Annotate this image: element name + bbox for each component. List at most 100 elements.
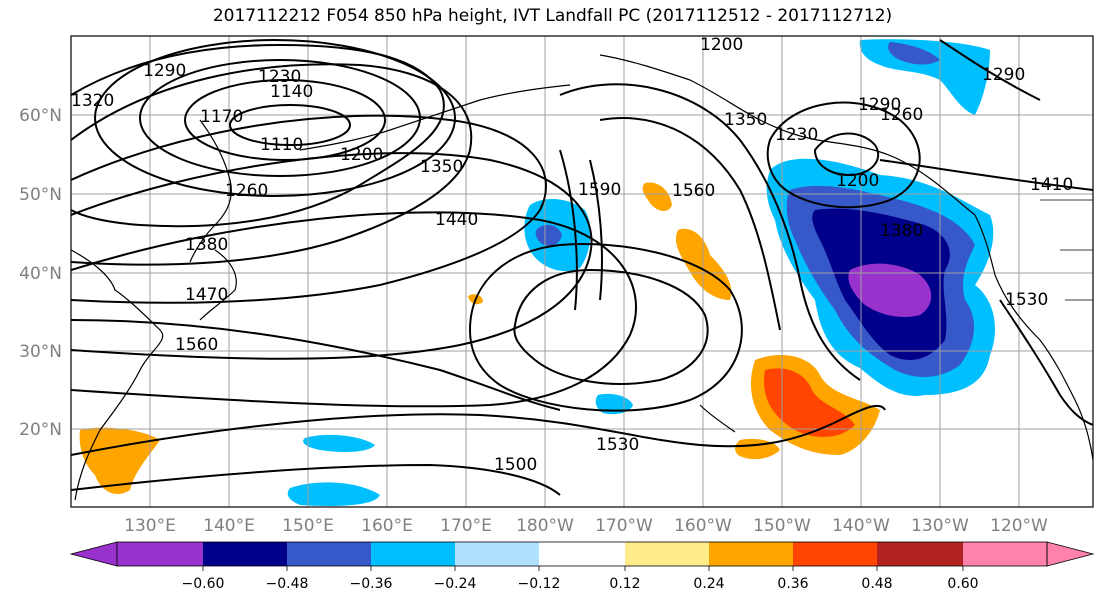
contour-label: 1200 [340, 145, 383, 165]
colorbar-extend-low [69, 541, 118, 567]
contour-low-ring-1 [184, 79, 386, 161]
contour-1530-east [999, 299, 1093, 426]
contour-label: 1290 [858, 95, 901, 115]
lon-label: 150°W [753, 516, 811, 536]
longitude-labels: 130°E 140°E 150°E 160°E 170°E 180°W 170°… [124, 516, 1048, 536]
contour-ridge-2 [599, 117, 781, 331]
coastline-north-america-west [974, 214, 1093, 461]
colorbar-tick-label: −0.48 [266, 576, 309, 592]
contour-low-core [229, 104, 351, 146]
anomaly-region-tropical-small-3 [287, 482, 380, 506]
lon-label: 170°E [440, 516, 492, 536]
lat-label: 40°N [19, 264, 62, 284]
contour-1500 [71, 463, 561, 496]
colorbar-tick-label: 0.60 [947, 576, 978, 592]
colorbar-tick-label: 0.36 [777, 576, 808, 592]
lon-label: 180°W [516, 516, 574, 536]
lon-label: 160°E [361, 516, 413, 536]
lat-label: 50°N [19, 185, 62, 205]
anomaly-region-east-of-hawaii-core [764, 368, 855, 437]
colorbar-segment [371, 542, 455, 566]
lon-label: 150°E [282, 516, 334, 536]
height-contours [71, 39, 1093, 496]
contour-label: 1350 [420, 157, 463, 177]
contour-label: 1530 [1005, 290, 1048, 310]
colorbar-tick-label: −0.60 [182, 576, 225, 592]
contour-label: 1500 [494, 455, 537, 475]
lon-label: 140°W [832, 516, 890, 536]
anomaly-region-aleutian-south [642, 182, 672, 212]
lon-label: 120°W [990, 516, 1048, 536]
anomaly-region-northwest-canada [859, 39, 990, 115]
colorbar-segment [287, 542, 371, 566]
colorbar-segment [709, 542, 793, 566]
map-title: 2017112212 F054 850 hPa height, IVT Land… [212, 6, 893, 26]
colorbar-extend-high [1046, 541, 1095, 567]
contour-ridge-1 [559, 83, 861, 381]
coastline-alaska [599, 54, 976, 216]
contour-label: 1200 [700, 35, 743, 55]
colorbar-tick-label: 0.48 [861, 576, 892, 592]
contour-label: 1590 [578, 180, 621, 200]
contour-label: 1230 [775, 125, 818, 145]
anomaly-region-northeast-pacific-minimum [848, 263, 932, 317]
contour-1530 [71, 404, 886, 456]
contour-1560 [71, 319, 561, 411]
contour-1440 [71, 152, 593, 360]
colorbar-segment [877, 542, 963, 566]
anomaly-region-tropical-small-2 [303, 434, 375, 453]
contour-label: 1290 [143, 61, 186, 81]
lat-label: 30°N [19, 342, 62, 362]
anomaly-region-northwest-canada-core [888, 42, 940, 65]
contour-labels: 1290 1230 1140 1170 1110 1200 1350 1260 … [71, 35, 1073, 475]
colorbar-border [116, 541, 1048, 567]
lon-label: 130°E [124, 516, 176, 536]
contour-label: 1380 [185, 235, 228, 255]
contour-label: 1560 [175, 335, 218, 355]
lat-label: 20°N [19, 420, 62, 440]
coastline-borders [1040, 199, 1093, 301]
contour-label: 1440 [435, 210, 478, 230]
contour-1320 [71, 43, 445, 228]
colorbar-tick-label: −0.36 [350, 576, 393, 592]
anomaly-region-gulf-of-alaska-south [675, 228, 732, 300]
lat-label: 60°N [19, 106, 62, 126]
contour-label: 1260 [880, 105, 923, 125]
contour-label: 1170 [200, 107, 243, 127]
contour-label: 1470 [185, 285, 228, 305]
colorbar-segment [539, 542, 625, 566]
contour-label: 1290 [982, 65, 1025, 85]
colorbar: −0.60 −0.48 −0.36 −0.24 −0.12 0.12 0.24 … [69, 541, 1095, 592]
contour-high-1 [468, 243, 743, 412]
contour-label: 1320 [71, 91, 114, 111]
contour-low-ne-pacific [813, 132, 880, 177]
contour-label: 1110 [260, 135, 303, 155]
contour-1290-ne [939, 39, 1041, 101]
map-frame-border [70, 35, 1094, 508]
coastline-aleutians [299, 84, 571, 151]
colorbar-tick-label: 0.24 [693, 576, 724, 592]
contour-label: 1200 [836, 171, 879, 191]
colorbar-segment [963, 542, 1047, 566]
coastline-japan [199, 249, 237, 321]
contour-label: 1260 [225, 181, 268, 201]
contour-1470 [71, 211, 637, 408]
lon-label: 140°E [203, 516, 255, 536]
lon-label: 130°W [911, 516, 969, 536]
contour-label: 1380 [880, 221, 923, 241]
contour-label: 1530 [596, 435, 639, 455]
contour-1350 [71, 63, 473, 266]
latitude-labels: 60°N 50°N 40°N 30°N 20°N [19, 106, 62, 440]
colorbar-segment [203, 542, 287, 566]
coastline-asia [71, 249, 164, 501]
contour-low-ne-pacific-ring [766, 101, 921, 209]
colorbar-tick-label: −0.12 [518, 576, 561, 592]
coastline-hawaii [699, 404, 736, 433]
coastline-kamchatka [189, 119, 232, 263]
contour-label: 1560 [672, 181, 715, 201]
contour-label: 1410 [1030, 175, 1073, 195]
colorbar-segment [793, 542, 877, 566]
colorbar-segment [625, 542, 709, 566]
contour-low-ring-3 [94, 39, 456, 197]
contour-1410 [879, 159, 1093, 191]
